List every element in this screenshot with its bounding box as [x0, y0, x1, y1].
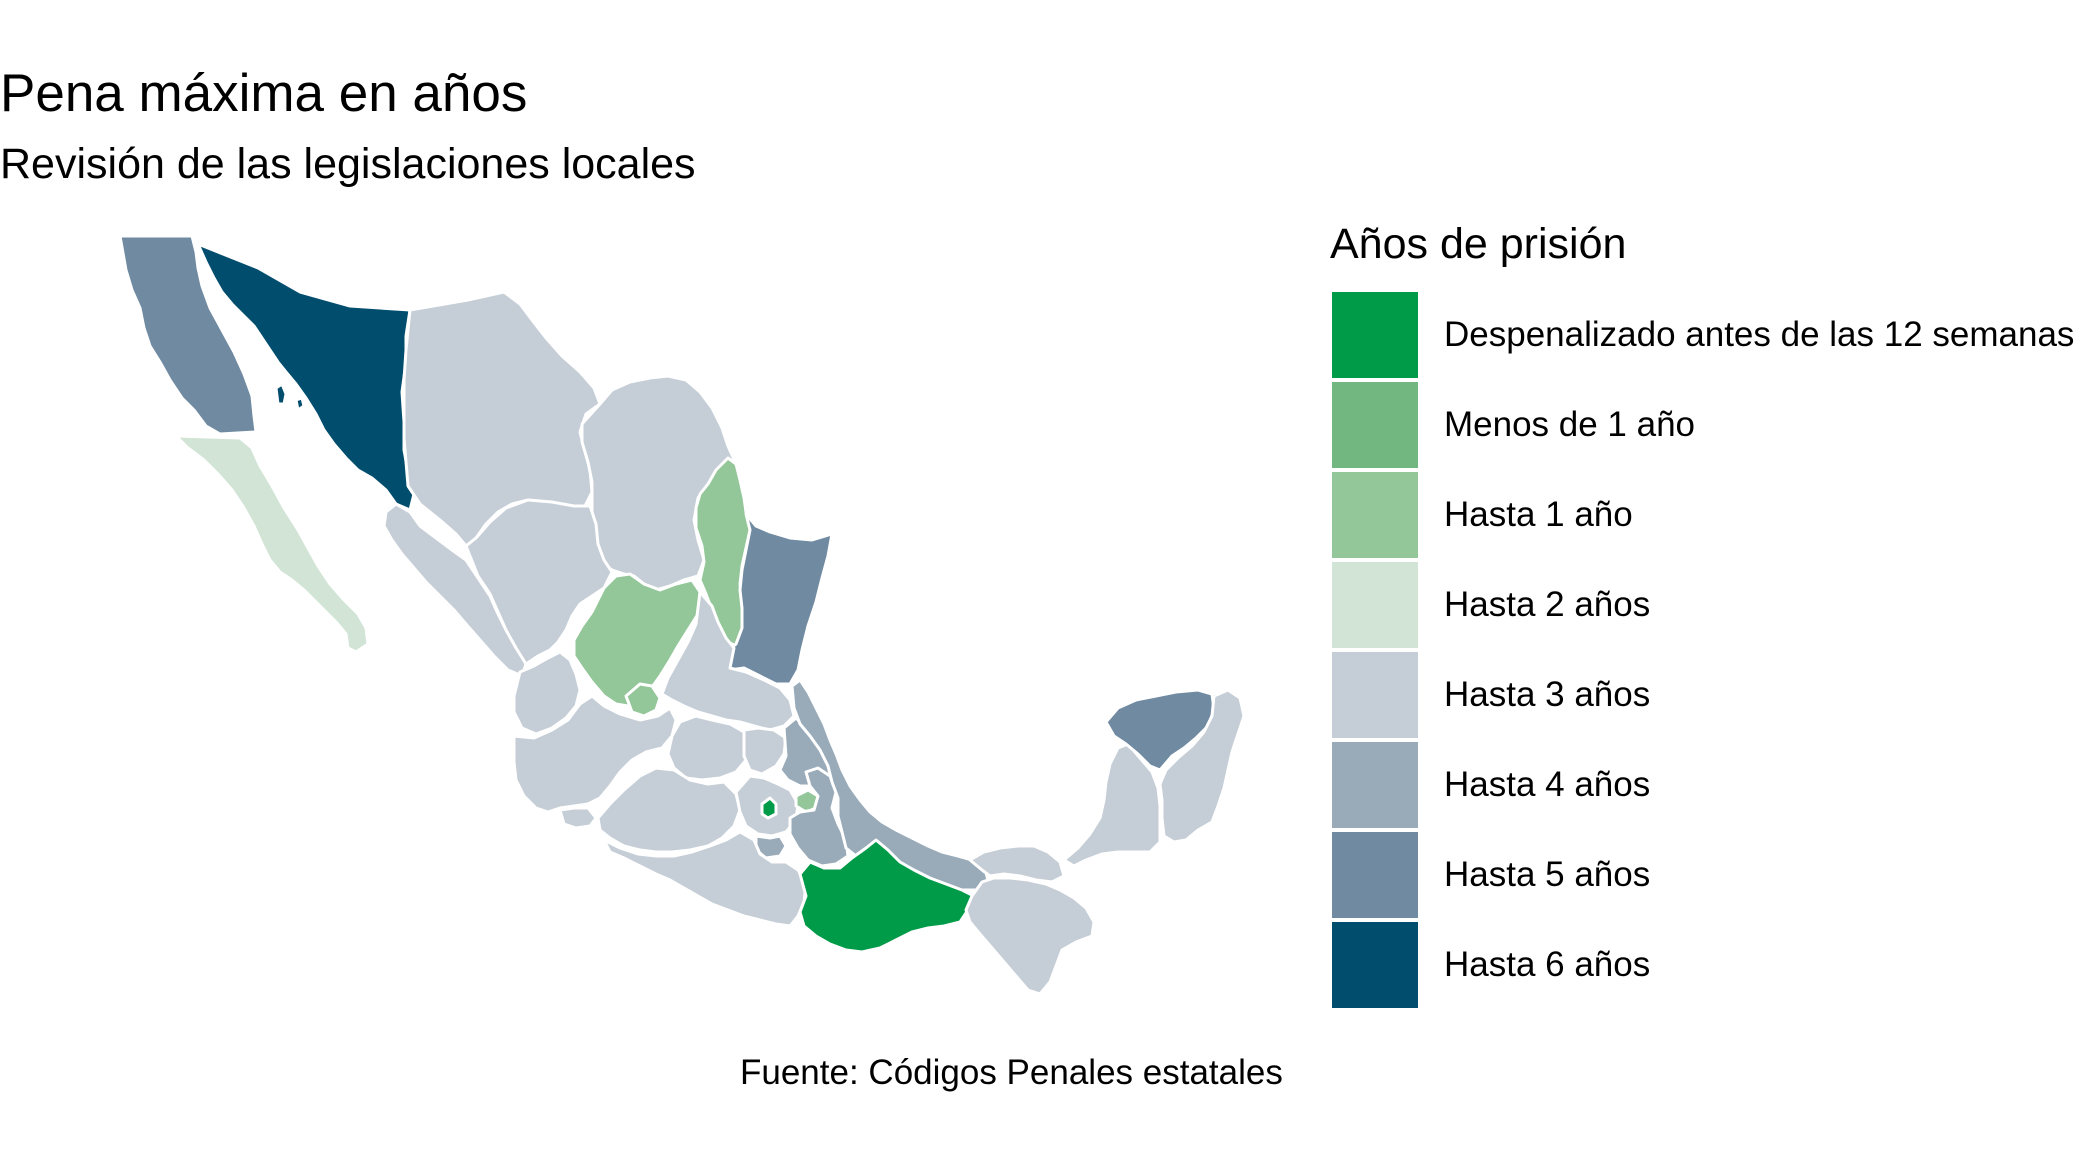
- legend-items: Despenalizado antes de las 12 semanas Men…: [1330, 292, 2099, 1008]
- state-baja-california[interactable]: [118, 234, 258, 436]
- state-baja-california-sur[interactable]: [174, 434, 370, 654]
- island-angel-de-la-guarda: [274, 382, 288, 406]
- legend-item: Hasta 4 años: [1330, 742, 2099, 828]
- state-durango[interactable]: [464, 498, 614, 666]
- legend-label: Hasta 1 año: [1444, 495, 1633, 534]
- legend-label: Hasta 4 años: [1444, 765, 1651, 804]
- state-yucatan[interactable]: [1104, 688, 1216, 772]
- legend-label: Hasta 2 años: [1444, 585, 1651, 624]
- legend-label: Hasta 3 años: [1444, 675, 1651, 714]
- state-zacatecas[interactable]: [572, 572, 702, 708]
- legend-swatch: [1332, 742, 1418, 828]
- legend-swatch: [1332, 292, 1418, 378]
- legend-label: Hasta 6 años: [1444, 945, 1651, 984]
- state-campeche[interactable]: [1062, 742, 1162, 868]
- legend: Años de prisión Despenalizado antes de l…: [1330, 218, 2099, 1012]
- legend-label: Menos de 1 año: [1444, 405, 1696, 444]
- legend-swatch: [1332, 382, 1418, 468]
- source-caption: Fuente: Códigos Penales estatales: [740, 1053, 1283, 1092]
- map-subtitle: Revisión de las legislaciones locales: [0, 140, 696, 188]
- state-guanajuato[interactable]: [666, 714, 752, 782]
- legend-label: Hasta 5 años: [1444, 855, 1651, 894]
- legend-item: Menos de 1 año: [1330, 382, 2099, 468]
- legend-item: Hasta 1 año: [1330, 472, 2099, 558]
- legend-item: Hasta 5 años: [1330, 832, 2099, 918]
- map-title: Pena máxima en años: [0, 64, 528, 123]
- state-chiapas[interactable]: [964, 876, 1096, 996]
- state-tamaulipas[interactable]: [726, 512, 834, 686]
- state-jalisco[interactable]: [512, 694, 678, 814]
- legend-swatch: [1332, 922, 1418, 1008]
- legend-label: Despenalizado antes de las 12 semanas: [1444, 315, 2075, 354]
- legend-swatch: [1332, 832, 1418, 918]
- state-michoacan[interactable]: [596, 766, 742, 854]
- legend-item: Despenalizado antes de las 12 semanas: [1330, 292, 2099, 378]
- state-tabasco[interactable]: [968, 844, 1066, 884]
- legend-swatch: [1332, 652, 1418, 738]
- state-aguascalientes[interactable]: [624, 682, 662, 718]
- legend-item: Hasta 2 años: [1330, 562, 2099, 648]
- legend-swatch: [1332, 562, 1418, 648]
- legend-title: Años de prisión: [1330, 220, 1627, 268]
- island-tiburon: [294, 396, 306, 412]
- legend-swatch: [1332, 472, 1418, 558]
- mexico-map: [0, 220, 1260, 1020]
- state-colima[interactable]: [558, 806, 598, 830]
- legend-item: Hasta 3 años: [1330, 652, 2099, 738]
- mexico-map-svg: [118, 234, 1246, 996]
- legend-item: Hasta 6 años: [1330, 922, 2099, 1008]
- state-quintana-roo[interactable]: [1158, 688, 1246, 844]
- state-nayarit[interactable]: [512, 650, 582, 736]
- state-ciudad-de-mexico[interactable]: [760, 796, 778, 820]
- state-queretaro[interactable]: [742, 726, 788, 776]
- state-sinaloa[interactable]: [382, 502, 528, 678]
